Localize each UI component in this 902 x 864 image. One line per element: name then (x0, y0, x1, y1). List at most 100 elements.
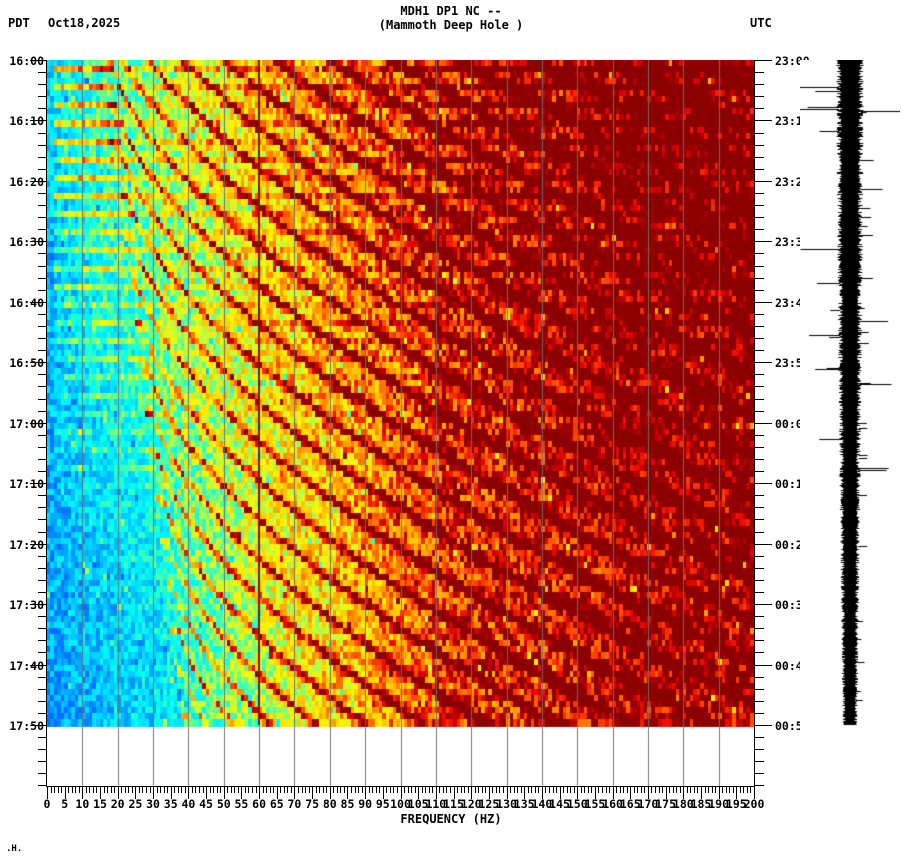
x-tick-minor (195, 787, 196, 793)
x-tick-minor (715, 787, 716, 793)
x-tick (418, 787, 419, 799)
y-tick-left-minor (38, 495, 47, 497)
x-tick-minor (503, 787, 504, 793)
x-tick-minor (128, 787, 129, 793)
y-label-left: 16:00 (9, 54, 44, 68)
x-tick-minor (708, 787, 709, 793)
y-tick-right (755, 362, 772, 364)
x-tick-minor (270, 787, 271, 793)
x-label: 130 (496, 797, 517, 811)
x-label: 100 (390, 797, 411, 811)
x-label: 175 (655, 797, 677, 811)
x-tick (595, 787, 596, 799)
y-tick-left-minor (38, 144, 47, 146)
x-tick-minor (263, 787, 264, 793)
x-tick-minor (521, 787, 522, 793)
y-tick-right-minor (755, 229, 764, 231)
x-label: 145 (549, 797, 570, 811)
y-tick-right-minor (755, 459, 764, 460)
x-tick-minor (351, 787, 352, 793)
chart-title-line1: MDH1 DP1 NC -- (400, 4, 502, 18)
x-tick-minor (51, 787, 52, 793)
y-tick-right-minor (755, 773, 764, 775)
x-tick-minor (644, 787, 645, 793)
x-label: 185 (690, 797, 712, 811)
x-tick-minor (485, 787, 486, 793)
y-tick-left (30, 60, 47, 61)
x-tick-minor (425, 787, 426, 793)
x-tick-minor (415, 787, 416, 793)
x-tick-minor (634, 787, 635, 793)
x-tick-minor (478, 787, 479, 793)
x-tick-minor (376, 787, 377, 793)
x-tick-minor (584, 787, 585, 793)
y-tick-left-minor (38, 326, 47, 327)
x-tick-minor (492, 787, 493, 793)
x-tick-minor (273, 787, 274, 793)
y-tick-right-minor (755, 313, 764, 315)
x-tick-minor (538, 787, 539, 793)
x-label: 70 (287, 797, 302, 811)
y-tick-left-minor (38, 531, 47, 533)
x-tick-minor (79, 787, 80, 793)
x-label: 10 (75, 797, 90, 811)
x-tick-minor (620, 787, 621, 793)
y-tick-left-minor (38, 700, 47, 702)
x-tick (524, 787, 525, 799)
x-tick-minor (563, 787, 564, 793)
y-tick-left-minor (38, 193, 47, 194)
x-tick-minor (340, 787, 341, 793)
y-tick-left-minor (38, 338, 47, 340)
x-tick-minor (266, 787, 267, 793)
x-label: 165 (619, 797, 641, 811)
y-tick-right (755, 60, 772, 61)
y-tick-left (30, 301, 47, 303)
y-tick-right-minor (755, 567, 764, 569)
y-tick-left-minor (38, 688, 47, 690)
x-tick-minor (160, 787, 161, 793)
x-label: 135 (513, 797, 535, 811)
x-tick-minor (468, 787, 469, 793)
x-tick-minor (287, 787, 288, 793)
y-tick-right (755, 422, 772, 424)
x-label: 65 (269, 797, 284, 811)
x-tick-minor (733, 787, 734, 793)
x-label: 125 (478, 797, 500, 811)
x-axis-title: FREQUENCY (HZ) (400, 812, 502, 826)
x-tick (560, 787, 561, 799)
x-tick-minor (450, 787, 451, 793)
x-tick (82, 787, 83, 799)
y-tick-left-minor (38, 761, 47, 763)
x-label: 35 (163, 797, 178, 811)
x-tick-minor (199, 787, 200, 793)
x-tick-minor (531, 787, 532, 793)
y-tick-right-minor (755, 446, 764, 448)
x-tick-minor (514, 787, 515, 793)
x-tick (330, 787, 331, 799)
chart-title-line2: (Mammoth Deep Hole ) (378, 18, 524, 32)
spectrogram-canvas (47, 60, 754, 786)
x-label: 50 (216, 797, 231, 811)
y-tick-right-minor (755, 700, 764, 702)
x-tick-minor (157, 787, 158, 793)
y-tick-right-minor (755, 616, 764, 618)
x-tick-minor (422, 787, 423, 793)
x-tick-minor (326, 787, 327, 793)
x-tick-minor (535, 787, 536, 793)
x-tick-minor (210, 787, 211, 793)
y-tick-right-minor (755, 193, 764, 194)
x-tick (65, 787, 66, 799)
y-tick-left-minor (38, 313, 47, 315)
x-axis-line (46, 786, 755, 787)
y-tick-right-minor (755, 749, 764, 751)
y-tick-right (755, 241, 772, 243)
x-tick (471, 787, 472, 799)
x-tick-minor (298, 787, 299, 793)
y-tick-right-minor (755, 386, 764, 388)
y-tick-right (755, 483, 772, 485)
spectrogram-plot[interactable] (47, 60, 754, 786)
x-tick-minor (132, 787, 133, 793)
x-label: 5 (61, 797, 69, 811)
y-tick-right-minor (755, 132, 764, 134)
y-tick-left-minor (38, 616, 47, 618)
